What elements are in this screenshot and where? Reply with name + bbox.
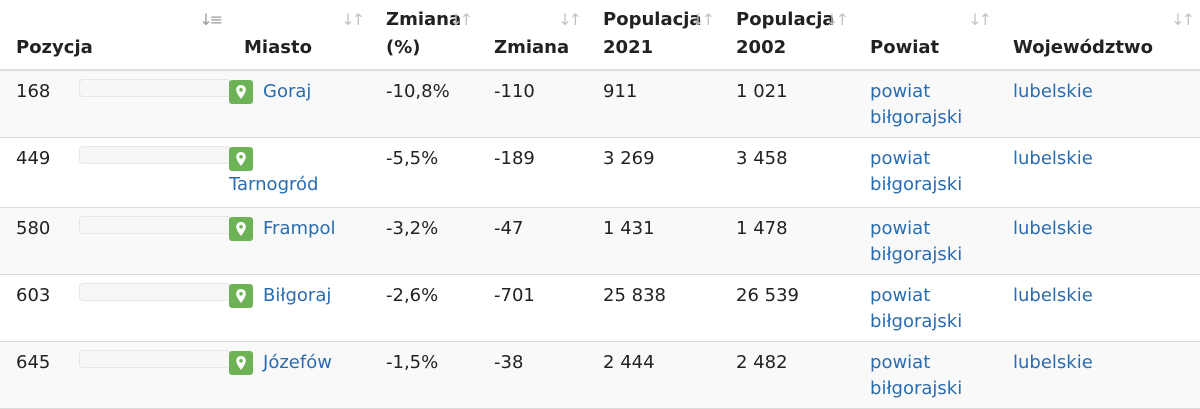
city-link[interactable]: Biłgoraj: [263, 285, 332, 306]
map-pin-icon[interactable]: [229, 217, 254, 241]
table-row: 449 Tarnogród -5,5% -189 3 269 3 458 pow…: [0, 137, 1200, 208]
powiat-link[interactable]: powiat biłgorajski: [870, 285, 963, 332]
table-row: 603 Biłgoraj -2,6% -701 25 838 26 539 po…: [0, 274, 1200, 342]
city-link[interactable]: Tarnogród: [229, 174, 319, 195]
position-cell: 168: [0, 70, 63, 138]
col-pop2002-header[interactable]: Populacja 2002 ↓↑: [720, 0, 855, 71]
wojewodztwo-cell: lubelskie: [997, 274, 1200, 342]
sort-icon[interactable]: ↓↑: [558, 10, 582, 29]
pop2021-cell: 911: [587, 70, 721, 138]
map-pin-icon[interactable]: [229, 80, 254, 104]
map-pin-icon[interactable]: [229, 284, 254, 308]
wojewodztwo-link[interactable]: lubelskie: [1013, 218, 1093, 239]
sort-icon[interactable]: ↓↑: [1171, 10, 1195, 29]
col-pop2021-header[interactable]: Populacja 2021 ↓↑: [587, 0, 721, 71]
city-cell: Frampol: [228, 207, 371, 275]
position-bar-cell: [63, 274, 231, 342]
city-cell: Józefów: [228, 341, 371, 409]
powiat-link[interactable]: powiat biłgorajski: [870, 218, 963, 265]
position-bar: [79, 350, 231, 368]
powiat-cell: powiat biłgorajski: [854, 70, 998, 138]
pop2002-cell: 1 478: [720, 207, 855, 275]
wojewodztwo-link[interactable]: lubelskie: [1013, 285, 1093, 306]
wojewodztwo-cell: lubelskie: [997, 137, 1200, 208]
position-cell: 449: [0, 137, 63, 208]
sort-icon[interactable]: ↓↑: [825, 10, 849, 29]
change-cell: -701: [478, 274, 588, 342]
table-row: 580 Frampol -3,2% -47 1 431 1 478 powiat…: [0, 207, 1200, 275]
col-powiat-header[interactable]: Powiat ↓↑: [854, 0, 998, 71]
powiat-cell: powiat biłgorajski: [854, 341, 998, 409]
powiat-link[interactable]: powiat biłgorajski: [870, 81, 963, 128]
position-bar: [79, 79, 231, 97]
pop2021-cell: 2 444: [587, 341, 721, 409]
col-wojewodztwo-header[interactable]: Województwo ↓↑: [997, 0, 1200, 71]
sort-numeric-icon[interactable]: ↓≡: [199, 10, 223, 29]
position-bar: [79, 216, 231, 234]
col-zmiana-pct-header[interactable]: Zmiana (%) ↓↑: [370, 0, 479, 71]
wojewodztwo-cell: lubelskie: [997, 70, 1200, 138]
city-link[interactable]: Goraj: [263, 81, 312, 102]
change-pct-cell: -1,5%: [370, 341, 479, 409]
position-bar-cell: [63, 137, 231, 208]
position-bar: [79, 146, 231, 164]
position-cell: 603: [0, 274, 63, 342]
city-cell: Goraj: [228, 70, 371, 138]
wojewodztwo-link[interactable]: lubelskie: [1013, 148, 1093, 169]
position-bar-cell: [63, 207, 231, 275]
header-row: Pozycja ↓≡ Miasto ↓↑ Zmiana (%) ↓↑ Zmiana ↓↑ …: [0, 0, 1200, 71]
sort-icon[interactable]: ↓↑: [691, 10, 715, 29]
col-zmiana-header[interactable]: Zmiana ↓↑: [478, 0, 588, 71]
col-miasto-header[interactable]: Miasto ↓↑: [228, 0, 371, 71]
city-link[interactable]: Józefów: [263, 352, 332, 373]
powiat-cell: powiat biłgorajski: [854, 274, 998, 342]
sort-icon[interactable]: ↓↑: [968, 10, 992, 29]
wojewodztwo-link[interactable]: lubelskie: [1013, 352, 1093, 373]
wojewodztwo-cell: lubelskie: [997, 341, 1200, 409]
powiat-link[interactable]: powiat biłgorajski: [870, 148, 963, 195]
city-cell: Biłgoraj: [228, 274, 371, 342]
pop2002-cell: 26 539: [720, 274, 855, 342]
position-cell: 580: [0, 207, 63, 275]
powiat-cell: powiat biłgorajski: [854, 207, 998, 275]
powiat-link[interactable]: powiat biłgorajski: [870, 352, 963, 399]
powiat-cell: powiat biłgorajski: [854, 137, 998, 208]
change-cell: -110: [478, 70, 588, 138]
pop2021-cell: 1 431: [587, 207, 721, 275]
position-bar-cell: [63, 70, 231, 138]
col-pozycja-header[interactable]: Pozycja ↓≡: [0, 0, 229, 71]
change-cell: -47: [478, 207, 588, 275]
position-cell: 645: [0, 341, 63, 409]
position-bar-cell: [63, 341, 231, 409]
city-cell: Tarnogród: [228, 137, 371, 208]
pop2021-cell: 25 838: [587, 274, 721, 342]
pop2021-cell: 3 269: [587, 137, 721, 208]
pop2002-cell: 2 482: [720, 341, 855, 409]
change-cell: -189: [478, 137, 588, 208]
change-pct-cell: -10,8%: [370, 70, 479, 138]
map-pin-icon[interactable]: [229, 147, 254, 171]
change-pct-cell: -2,6%: [370, 274, 479, 342]
city-link[interactable]: Frampol: [263, 218, 336, 239]
wojewodztwo-link[interactable]: lubelskie: [1013, 81, 1093, 102]
sort-icon[interactable]: ↓↑: [341, 10, 365, 29]
table-row: 168 Goraj -10,8% -110 911 1 021 powiat b…: [0, 70, 1200, 138]
map-pin-icon[interactable]: [229, 351, 254, 375]
table-row: 645 Józefów -1,5% -38 2 444 2 482 powiat…: [0, 341, 1200, 409]
change-cell: -38: [478, 341, 588, 409]
sort-icon[interactable]: ↓↑: [449, 10, 473, 29]
change-pct-cell: -5,5%: [370, 137, 479, 208]
change-pct-cell: -3,2%: [370, 207, 479, 275]
wojewodztwo-cell: lubelskie: [997, 207, 1200, 275]
pop2002-cell: 3 458: [720, 137, 855, 208]
pop2002-cell: 1 021: [720, 70, 855, 138]
position-bar: [79, 283, 231, 301]
